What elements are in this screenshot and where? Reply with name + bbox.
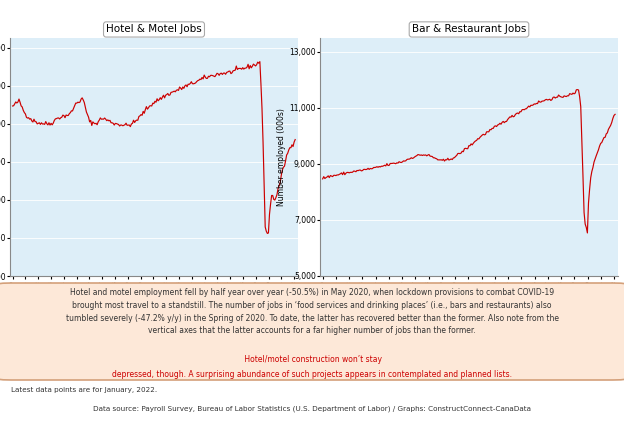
Text: Data source: Payroll Survey, Bureau of Labor Statistics (U.S. Department of Labo: Data source: Payroll Survey, Bureau of L… xyxy=(93,405,531,412)
FancyBboxPatch shape xyxy=(0,283,624,380)
Text: Latest data points are for January, 2022.: Latest data points are for January, 2022… xyxy=(11,387,157,393)
Text: depressed, though. A surprising abundance of such projects appears in contemplat: depressed, though. A surprising abundanc… xyxy=(112,370,512,379)
Text: (1) U.S. EMPLOYMENT IN ECONOMIC SUB-SECTORS: (1) U.S. EMPLOYMENT IN ECONOMIC SUB-SECT… xyxy=(85,13,369,23)
Title: Hotel & Motel Jobs: Hotel & Motel Jobs xyxy=(106,25,202,34)
Y-axis label: Number employed (000s): Number employed (000s) xyxy=(278,108,286,206)
X-axis label: Year & month: Year & month xyxy=(119,291,188,300)
Text: Hotel and motel employment fell by half year over year (-50.5%) in May 2020, whe: Hotel and motel employment fell by half … xyxy=(66,288,558,335)
Text: Hotel/motel construction won’t stay: Hotel/motel construction won’t stay xyxy=(242,355,382,364)
Text: – Seasonally Adjusted (SA) Data: – Seasonally Adjusted (SA) Data xyxy=(85,13,411,23)
X-axis label: Year & month: Year & month xyxy=(434,291,504,300)
Title: Bar & Restaurant Jobs: Bar & Restaurant Jobs xyxy=(412,25,526,34)
